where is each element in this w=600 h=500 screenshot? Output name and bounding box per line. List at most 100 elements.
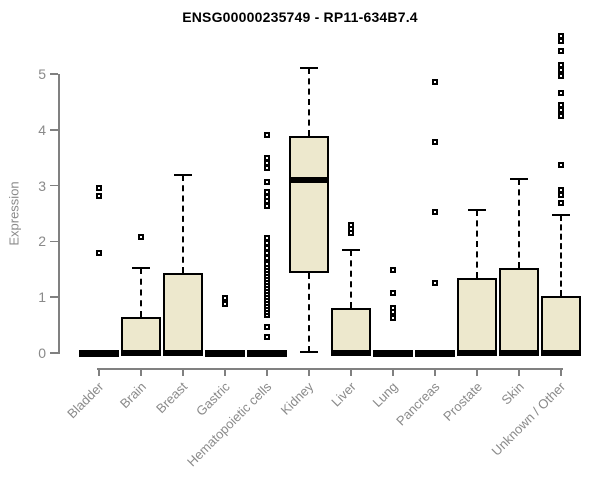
x-axis-tick [392, 368, 394, 376]
outlier-point [264, 333, 270, 340]
x-tick-label: Brain [116, 379, 149, 412]
outlier-point [264, 165, 270, 172]
upper-whisker-cap [468, 209, 486, 212]
upper-whisker [350, 249, 352, 308]
y-axis-tick [50, 296, 58, 298]
x-axis-tick [476, 368, 478, 376]
outlier-point [390, 314, 396, 321]
x-tick-label: Bladder [64, 379, 107, 422]
outlier-point [558, 48, 564, 55]
x-axis-tick [224, 368, 226, 376]
y-tick-label: 5 [38, 66, 46, 82]
x-tick-label: Kidney [277, 379, 317, 418]
y-tick-label: 0 [38, 345, 46, 361]
outlier-point [264, 155, 270, 162]
median-line [499, 350, 539, 356]
x-axis-tick [266, 368, 268, 376]
outlier-point [138, 233, 144, 240]
lower-whisker [308, 273, 310, 352]
boxplot-box [163, 272, 203, 353]
outlier-point [264, 193, 270, 200]
x-tick-label: Skin [498, 379, 527, 408]
upper-whisker-cap [300, 66, 318, 69]
upper-whisker-cap [510, 177, 528, 180]
upper-whisker-cap [174, 173, 192, 176]
x-axis-line [97, 368, 563, 370]
x-axis-tick [308, 368, 310, 376]
outlier-point [558, 33, 564, 40]
x-axis-tick [182, 368, 184, 376]
outlier-point [558, 112, 564, 119]
x-tick-label: Lung [369, 379, 401, 411]
outlier-point [96, 185, 102, 192]
y-axis-tick [50, 240, 58, 243]
x-axis-tick [434, 368, 436, 376]
x-axis-tick [518, 368, 520, 376]
x-axis-tick [350, 368, 352, 376]
boxplot-box [499, 268, 539, 353]
lower-whisker-cap [300, 350, 318, 353]
y-axis-tick [50, 129, 58, 131]
x-axis-tick [560, 368, 562, 376]
outlier-point [432, 78, 438, 85]
outlier-point [264, 245, 270, 252]
outlier-point [432, 280, 438, 287]
outlier-point [390, 266, 396, 273]
outlier-point [558, 73, 564, 80]
outlier-point [264, 255, 270, 262]
collapsed-box-bar [79, 350, 119, 357]
collapsed-box-bar [415, 350, 455, 357]
outlier-point [264, 188, 270, 195]
median-line [121, 350, 161, 356]
upper-whisker [140, 267, 142, 318]
upper-whisker [476, 210, 478, 279]
outlier-point [264, 160, 270, 167]
median-line [289, 177, 329, 184]
outlier-point [264, 240, 270, 247]
outlier-point [558, 67, 564, 74]
collapsed-box-bar [373, 350, 413, 357]
y-axis-tick [50, 184, 58, 187]
median-line [457, 350, 497, 356]
upper-whisker-cap [132, 266, 150, 269]
chart-title: ENSG00000235749 - RP11-634B7.4 [182, 9, 418, 25]
median-line [541, 350, 581, 356]
outlier-point [558, 89, 564, 96]
outlier-point [264, 235, 270, 242]
boxplot-box [289, 135, 329, 274]
x-tick-label: Unknown / Other [489, 379, 569, 459]
outlier-point [348, 222, 354, 229]
x-tick-label: Liver [328, 379, 359, 410]
outlier-point [264, 260, 270, 267]
outlier-point [96, 249, 102, 256]
boxplot-box [121, 317, 161, 353]
outlier-point [558, 62, 564, 69]
outlier-point [390, 304, 396, 311]
outlier-point [432, 139, 438, 146]
y-tick-label: 1 [38, 289, 46, 306]
collapsed-box-bar [247, 350, 287, 357]
upper-whisker [560, 215, 562, 297]
upper-whisker [518, 178, 520, 269]
y-axis-tick [50, 73, 58, 75]
boxplot-box [457, 278, 497, 353]
median-line [163, 350, 203, 356]
x-tick-label: Pancreas [393, 379, 443, 429]
upper-whisker-cap [552, 214, 570, 217]
outlier-point [222, 301, 228, 308]
x-axis-tick [98, 368, 100, 376]
x-axis-tick [140, 368, 142, 376]
outlier-point [264, 203, 270, 210]
upper-whisker-cap [342, 248, 360, 251]
outlier-point [432, 208, 438, 215]
y-tick-label: 4 [38, 121, 46, 138]
outlier-point [264, 250, 270, 257]
outlier-point [558, 102, 564, 109]
outlier-point [558, 161, 564, 168]
y-tick-label: 2 [38, 233, 46, 250]
upper-whisker [182, 174, 184, 273]
boxplot-box [541, 296, 581, 353]
x-tick-label: Prostate [439, 379, 485, 424]
x-tick-label: Gastric [192, 379, 233, 419]
